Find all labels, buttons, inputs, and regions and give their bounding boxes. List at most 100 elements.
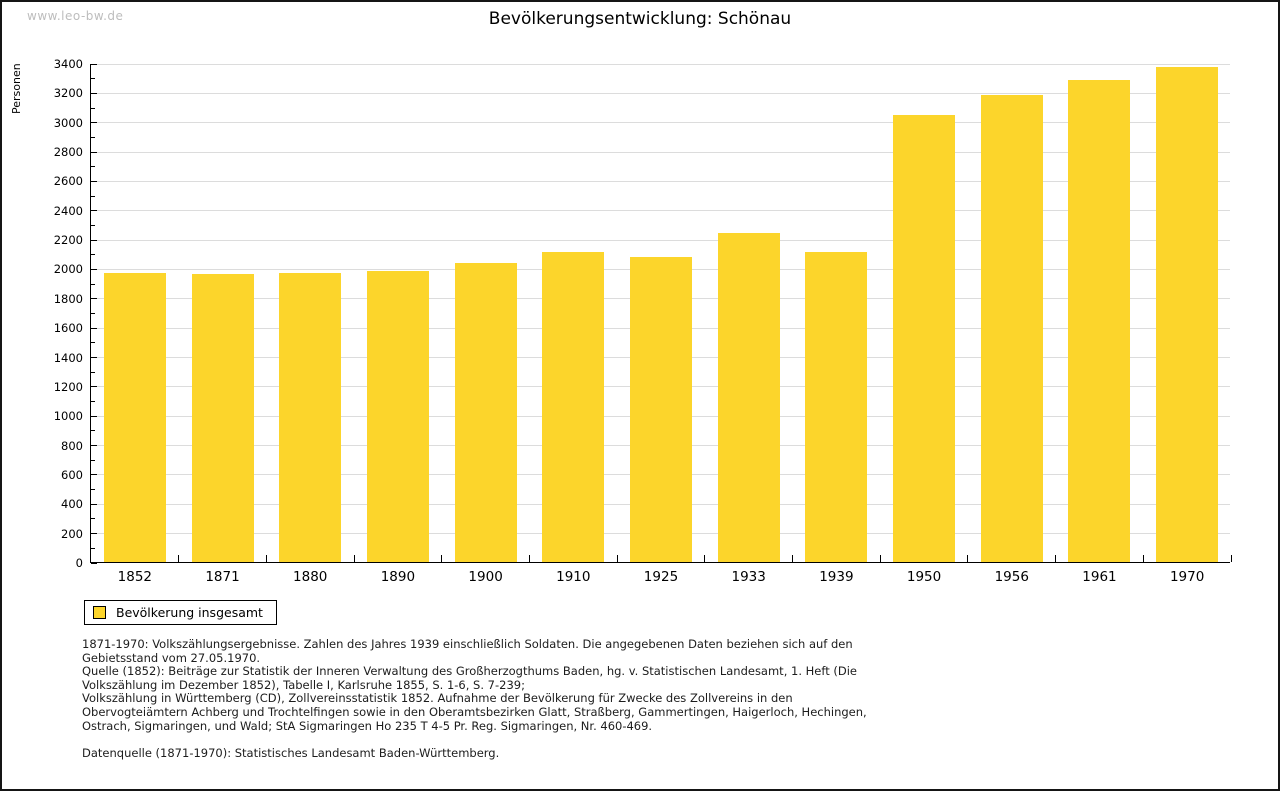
y-minor-tick-1300 (91, 371, 95, 373)
x-boundary-tick-10 (967, 555, 969, 562)
legend-label: Bevölkerung insgesamt (116, 605, 263, 620)
y-minor-tick-300 (91, 518, 95, 520)
x-tick-label-1910: 1910 (556, 569, 591, 585)
y-minor-tick-2300 (91, 224, 95, 226)
x-tick-label-1939: 1939 (819, 569, 854, 585)
footnote-census: 1871-1970: Volkszählungsergebnisse. Zahl… (82, 637, 853, 665)
x-tick-label-1961: 1961 (1082, 569, 1117, 585)
y-minor-tick-1900 (91, 283, 95, 285)
bar-1910 (542, 252, 605, 562)
y-major-tick-2600 (91, 180, 97, 182)
x-boundary-tick-6 (616, 555, 618, 562)
x-boundary-tick-11 (1055, 555, 1057, 562)
y-tick-label-200: 200 (61, 526, 83, 541)
x-tick-label-1956: 1956 (994, 569, 1029, 585)
gridline-2400 (91, 210, 1230, 212)
bar-1950 (893, 115, 956, 562)
legend-box: Bevölkerung insgesamt (84, 600, 277, 625)
x-boundary-tick-3 (353, 555, 355, 562)
population-bar-chart: 0 200 400 600 800 1000 1200 1400 1600 1800 2000 220… (54, 57, 1232, 585)
gridline-3200 (91, 92, 1230, 94)
y-minor-tick-1500 (91, 342, 95, 344)
y-major-tick-0 (91, 562, 97, 564)
y-tick-label-2400: 2400 (53, 203, 83, 218)
y-major-tick-800 (91, 445, 97, 447)
y-major-tick-1000 (91, 415, 97, 417)
footnote-datasource: Datenquelle (1871-1970): Statistisches L… (82, 745, 500, 760)
y-tick-label-1200: 1200 (53, 379, 83, 394)
y-tick-label-2000: 2000 (53, 262, 83, 277)
y-minor-tick-2900 (91, 136, 95, 138)
y-axis-label: Personen (10, 63, 23, 114)
x-tick-label-1890: 1890 (380, 569, 416, 585)
bar-1871 (191, 274, 254, 562)
y-tick-label-400: 400 (61, 497, 83, 512)
y-tick-label-600: 600 (61, 467, 83, 482)
y-minor-tick-500 (91, 489, 95, 491)
y-major-tick-600 (91, 474, 97, 476)
x-boundary-tick-5 (528, 555, 530, 562)
bar-1970 (1156, 67, 1219, 562)
x-boundary-tick-1 (178, 555, 180, 562)
y-minor-tick-2500 (91, 195, 95, 197)
y-major-tick-1200 (91, 386, 97, 388)
x-boundary-tick-12 (1142, 555, 1144, 562)
y-tick-label-1000: 1000 (53, 409, 83, 424)
y-major-tick-3400 (91, 63, 97, 65)
bar-1890 (366, 271, 429, 562)
y-major-tick-2200 (91, 239, 97, 241)
y-tick-label-2600: 2600 (53, 174, 83, 189)
leo-bw-watermark: www.leo-bw.de (27, 9, 124, 23)
x-tick-label-1852: 1852 (117, 569, 153, 585)
y-major-tick-2800 (91, 151, 97, 153)
y-minor-tick-1700 (91, 313, 95, 314)
y-tick-label-1800: 1800 (53, 291, 83, 306)
x-boundary-tick-7 (704, 555, 706, 562)
y-major-tick-200 (91, 533, 97, 535)
x-tick-label-1933: 1933 (731, 569, 766, 585)
y-tick-label-3000: 3000 (53, 115, 83, 130)
x-boundary-tick-2 (265, 555, 267, 562)
bar-1961 (1068, 79, 1131, 562)
gridline-3400 (91, 63, 1230, 65)
y-minor-tick-2700 (91, 166, 95, 168)
bar-1852 (103, 272, 166, 562)
y-tick-label-800: 800 (61, 438, 83, 453)
gridline-2800 (91, 151, 1230, 153)
footnote-source-wuerttemberg: Volkszählung in Württemberg (CD), Zollve… (82, 691, 867, 733)
bar-1880 (279, 272, 342, 562)
y-tick-label-1600: 1600 (53, 321, 83, 336)
y-major-tick-2400 (91, 210, 97, 212)
x-boundary-tick-8 (792, 555, 794, 562)
gridline-2600 (91, 180, 1230, 182)
x-tick-label-1970: 1970 (1169, 569, 1205, 585)
y-minor-tick-700 (91, 459, 95, 461)
y-minor-tick-100 (91, 547, 95, 549)
bar-1900 (454, 263, 517, 562)
y-minor-tick-3100 (91, 107, 95, 109)
footnote-source-baden: Quelle (1852): Beiträge zur Statistik de… (82, 664, 857, 692)
legend-color-swatch-icon (93, 606, 106, 619)
bar-1956 (980, 95, 1043, 562)
x-boundary-tick-9 (879, 555, 881, 562)
y-minor-tick-1100 (91, 401, 95, 403)
x-boundary-tick-4 (441, 555, 443, 562)
y-major-tick-400 (91, 503, 97, 505)
bar-1939 (805, 252, 868, 562)
y-minor-tick-2100 (91, 254, 95, 256)
y-minor-tick-3300 (91, 78, 95, 80)
x-tick-label-1900: 1900 (468, 569, 503, 585)
y-tick-label-3400: 3400 (53, 57, 83, 71)
y-major-tick-3200 (91, 92, 97, 94)
x-tick-label-1880: 1880 (293, 569, 328, 585)
y-major-tick-2000 (91, 268, 97, 270)
x-boundary-tick-13 (1230, 555, 1232, 562)
y-tick-label-0: 0 (75, 556, 83, 570)
gridline-3000 (91, 122, 1230, 124)
y-major-tick-1400 (91, 357, 97, 359)
bar-1933 (717, 233, 780, 562)
y-major-tick-1600 (91, 327, 97, 329)
y-major-tick-1800 (91, 298, 97, 300)
bar-1925 (630, 257, 692, 562)
